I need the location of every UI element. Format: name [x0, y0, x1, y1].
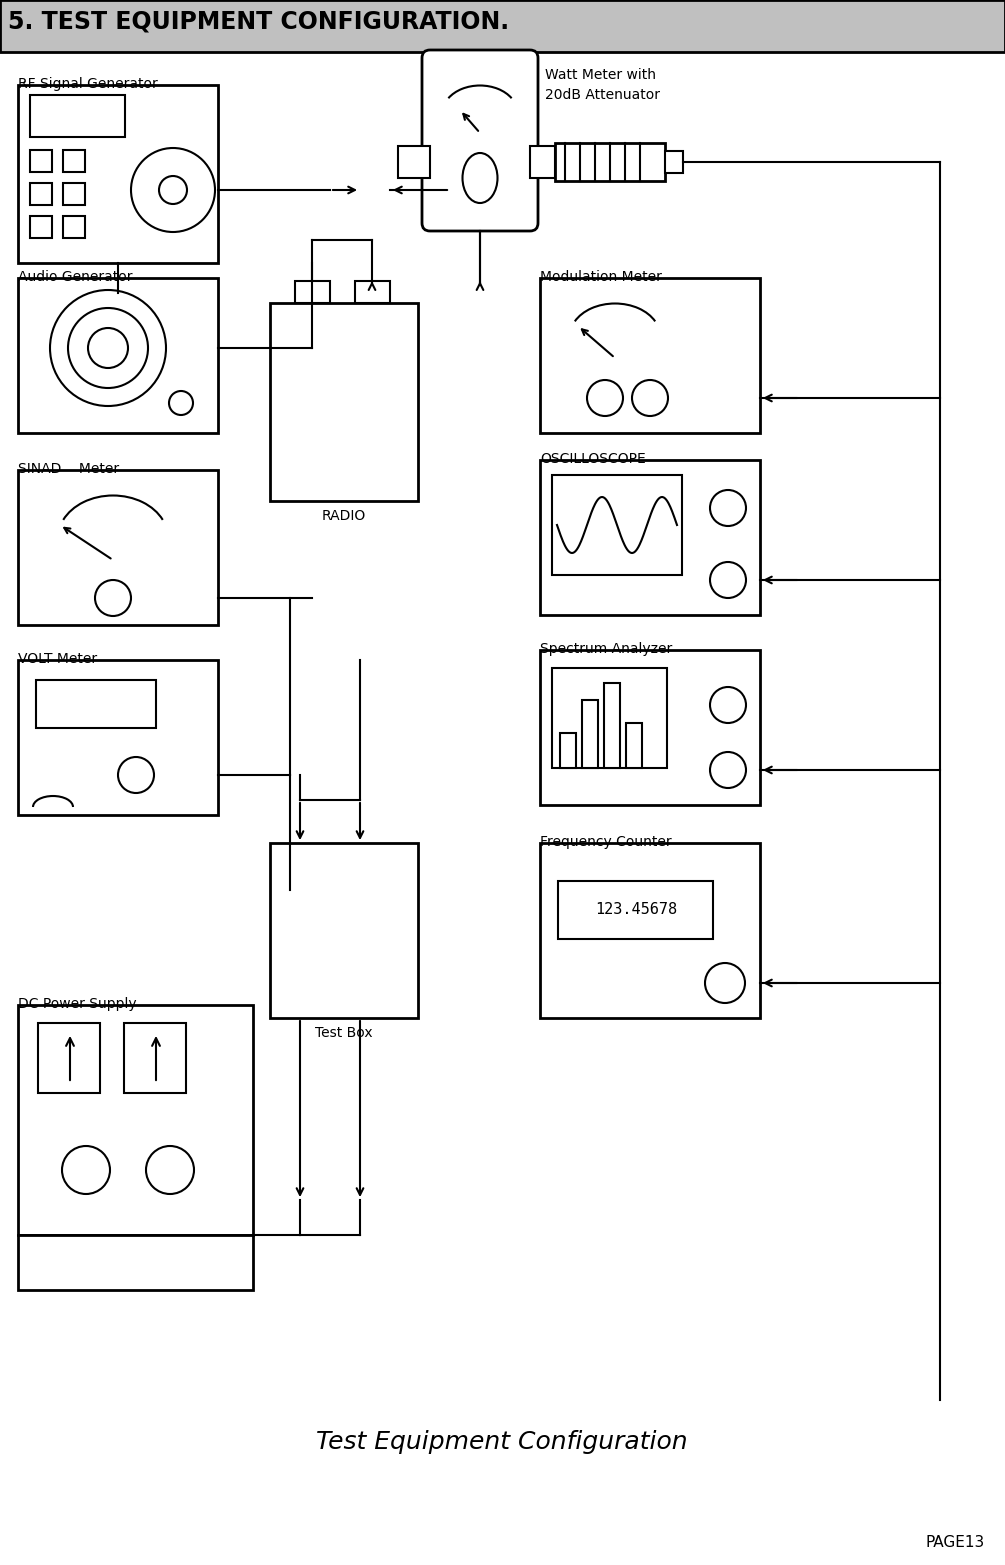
Bar: [38, 1024, 100, 1092]
Bar: [63, 216, 85, 238]
Bar: [355, 282, 390, 304]
Text: 123.45678: 123.45678: [595, 903, 677, 917]
Bar: [540, 279, 760, 434]
Bar: [552, 668, 667, 768]
Bar: [540, 844, 760, 1017]
Bar: [398, 146, 430, 178]
Bar: [30, 95, 125, 138]
Bar: [626, 723, 642, 768]
Bar: [270, 844, 418, 1017]
Text: VOLT Meter: VOLT Meter: [18, 653, 97, 667]
Text: Spectrum Analyzer: Spectrum Analyzer: [540, 642, 672, 656]
Bar: [295, 282, 330, 304]
Bar: [18, 1235, 253, 1290]
Bar: [30, 150, 52, 172]
Bar: [18, 1005, 253, 1235]
Text: OSCILLOSCOPE: OSCILLOSCOPE: [540, 452, 646, 466]
Bar: [18, 660, 218, 815]
Text: SINAD    Meter: SINAD Meter: [18, 462, 120, 476]
Bar: [530, 146, 555, 178]
Bar: [18, 279, 218, 434]
Bar: [604, 682, 620, 768]
Bar: [560, 732, 576, 768]
Bar: [36, 681, 156, 728]
Bar: [270, 304, 418, 501]
Text: Frequency Counter: Frequency Counter: [540, 836, 671, 848]
Bar: [30, 183, 52, 205]
Bar: [555, 142, 665, 182]
Bar: [63, 150, 85, 172]
Bar: [558, 881, 713, 939]
Text: PAGE13: PAGE13: [926, 1535, 985, 1549]
Bar: [30, 216, 52, 238]
Text: Modulation Meter: Modulation Meter: [540, 271, 662, 283]
Text: 5. TEST EQUIPMENT CONFIGURATION.: 5. TEST EQUIPMENT CONFIGURATION.: [8, 9, 510, 34]
FancyBboxPatch shape: [422, 50, 538, 232]
Bar: [18, 470, 218, 624]
Bar: [63, 183, 85, 205]
Bar: [18, 85, 218, 263]
Text: Watt Meter with: Watt Meter with: [545, 67, 656, 81]
Text: Test Equipment Configuration: Test Equipment Configuration: [317, 1430, 687, 1454]
Bar: [540, 460, 760, 615]
Text: DC Power Supply: DC Power Supply: [18, 997, 137, 1011]
Text: 20dB Attenuator: 20dB Attenuator: [545, 88, 660, 102]
Bar: [540, 649, 760, 804]
Bar: [582, 700, 598, 768]
Text: RF Signal Generator: RF Signal Generator: [18, 77, 158, 91]
Text: Audio Generator: Audio Generator: [18, 271, 133, 283]
Bar: [552, 476, 682, 574]
Bar: [0, 0, 1005, 52]
Text: RADIO: RADIO: [322, 509, 366, 523]
Text: Test Box: Test Box: [316, 1027, 373, 1041]
Bar: [665, 150, 683, 174]
Bar: [124, 1024, 186, 1092]
